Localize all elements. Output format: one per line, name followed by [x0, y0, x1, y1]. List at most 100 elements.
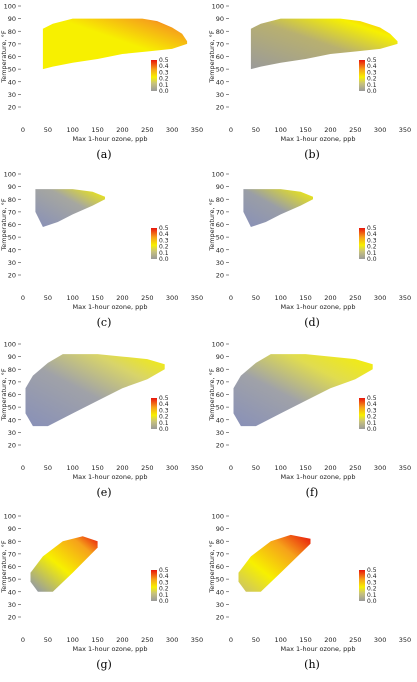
y-tick-label: 50 — [216, 576, 224, 584]
x-axis-label: Max 1-hour ozone, ppb — [73, 303, 148, 311]
x-tick-label: 350 — [191, 464, 203, 472]
x-tick-label: 50 — [252, 294, 260, 302]
x-tick-label: 250 — [141, 126, 153, 134]
y-tick-label: 30 — [216, 601, 224, 609]
legend-tick-label: 0.4 — [367, 573, 377, 580]
legend-tick-label: 0.4 — [367, 401, 377, 408]
y-tick-label: 40 — [8, 78, 16, 86]
y-tick-label: 100 — [212, 171, 224, 179]
y-tick-label: 20 — [8, 272, 16, 280]
x-tick-label: 300 — [374, 464, 386, 472]
legend-colorbar — [151, 570, 157, 601]
y-tick-label: 20 — [216, 442, 224, 450]
legend-tick-label: 0.4 — [159, 573, 169, 580]
panel-label: (h) — [304, 658, 320, 671]
legend-tick-label: 0.2 — [367, 76, 377, 83]
y-tick-label: 90 — [216, 525, 224, 533]
legend-tick-label: 0.5 — [159, 225, 169, 232]
y-tick-label: 90 — [8, 353, 16, 361]
legend-tick-label: 0.1 — [159, 250, 169, 257]
panel-c: 20 30 40 50 60 70 80 90 100 0 50 100 150 200 250 300 350… — [0, 171, 203, 330]
y-tick-label: 50 — [216, 66, 224, 74]
legend-colorbar — [151, 60, 157, 91]
legend-colorbar — [359, 570, 365, 601]
y-axis-label: Temperature, °F — [0, 30, 8, 84]
y-tick-label: 100 — [4, 171, 16, 179]
legend-tick-label: 0.0 — [159, 598, 169, 605]
legend-tick-label: 0.2 — [367, 244, 377, 251]
panel-label: (a) — [96, 148, 111, 161]
x-tick-label: 100 — [67, 636, 79, 644]
y-tick-label: 30 — [216, 91, 224, 99]
x-tick-label: 50 — [252, 464, 260, 472]
x-tick-label: 300 — [166, 636, 178, 644]
legend-tick-label: 0.4 — [159, 63, 169, 70]
x-tick-label: 350 — [399, 636, 411, 644]
x-tick-label: 0 — [21, 126, 25, 134]
panel-label: (c) — [97, 316, 112, 329]
panel-label: (f) — [306, 486, 319, 499]
x-tick-label: 100 — [275, 464, 287, 472]
y-tick-label: 100 — [4, 513, 16, 521]
x-tick-label: 100 — [67, 464, 79, 472]
legend-tick-label: 0.4 — [367, 231, 377, 238]
y-tick-label: 60 — [216, 391, 224, 399]
y-tick-label: 40 — [216, 246, 224, 254]
x-tick-label: 50 — [44, 636, 52, 644]
y-tick-label: 30 — [216, 429, 224, 437]
panel-b: 20 30 40 50 60 70 80 90 100 0 50 100 150 200 250 300 350… — [208, 3, 411, 162]
y-tick-label: 90 — [216, 183, 224, 191]
x-tick-label: 250 — [141, 636, 153, 644]
x-tick-label: 300 — [166, 126, 178, 134]
y-tick-label: 60 — [8, 53, 16, 61]
x-tick-label: 350 — [399, 294, 411, 302]
y-tick-label: 80 — [8, 538, 16, 546]
x-tick-label: 50 — [252, 126, 260, 134]
y-tick-label: 20 — [216, 104, 224, 112]
y-tick-label: 40 — [216, 588, 224, 596]
x-tick-label: 200 — [116, 464, 128, 472]
panel-label: (d) — [304, 316, 320, 329]
panel-a: 20 30 40 50 60 70 80 90 100 0 50 100 150 200 250 300 350… — [0, 3, 203, 162]
x-tick-label: 250 — [349, 464, 361, 472]
y-tick-label: 100 — [4, 341, 16, 349]
x-tick-label: 0 — [229, 464, 233, 472]
y-tick-label: 90 — [8, 15, 16, 23]
x-axis-label: Max 1-hour ozone, ppb — [281, 135, 356, 143]
heatmap-region — [233, 354, 373, 427]
x-tick-label: 0 — [229, 294, 233, 302]
x-axis-label: Max 1-hour ozone, ppb — [73, 645, 148, 653]
y-tick-label: 70 — [8, 378, 16, 386]
panel-label: (b) — [304, 148, 320, 161]
y-tick-label: 20 — [216, 272, 224, 280]
y-tick-label: 80 — [8, 196, 16, 204]
y-tick-label: 60 — [8, 391, 16, 399]
y-tick-label: 100 — [212, 341, 224, 349]
y-axis-label: Temperature, °F — [0, 198, 8, 252]
legend-tick-label: 0.2 — [159, 244, 169, 251]
legend-tick-label: 0.3 — [159, 579, 169, 586]
x-tick-label: 200 — [324, 636, 336, 644]
legend-tick-label: 0.3 — [159, 237, 169, 244]
x-tick-label: 150 — [299, 464, 311, 472]
y-tick-label: 50 — [8, 576, 16, 584]
y-axis-label: Temperature, °F — [208, 540, 216, 594]
y-tick-label: 80 — [8, 366, 16, 374]
y-tick-label: 100 — [212, 3, 224, 11]
x-tick-label: 100 — [275, 294, 287, 302]
y-tick-label: 20 — [8, 104, 16, 112]
y-tick-label: 70 — [8, 40, 16, 48]
y-axis-label: Temperature, °F — [208, 30, 216, 84]
x-tick-label: 150 — [299, 126, 311, 134]
legend-tick-label: 0.5 — [367, 57, 377, 64]
x-tick-label: 150 — [91, 294, 103, 302]
legend-tick-label: 0.1 — [367, 82, 377, 89]
x-tick-label: 100 — [275, 126, 287, 134]
legend-tick-label: 0.2 — [159, 414, 169, 421]
y-axis-label: Temperature, °F — [208, 368, 216, 422]
x-axis-label: Max 1-hour ozone, ppb — [281, 645, 356, 653]
y-tick-label: 80 — [216, 196, 224, 204]
y-tick-label: 60 — [216, 221, 224, 229]
y-tick-label: 30 — [8, 259, 16, 267]
